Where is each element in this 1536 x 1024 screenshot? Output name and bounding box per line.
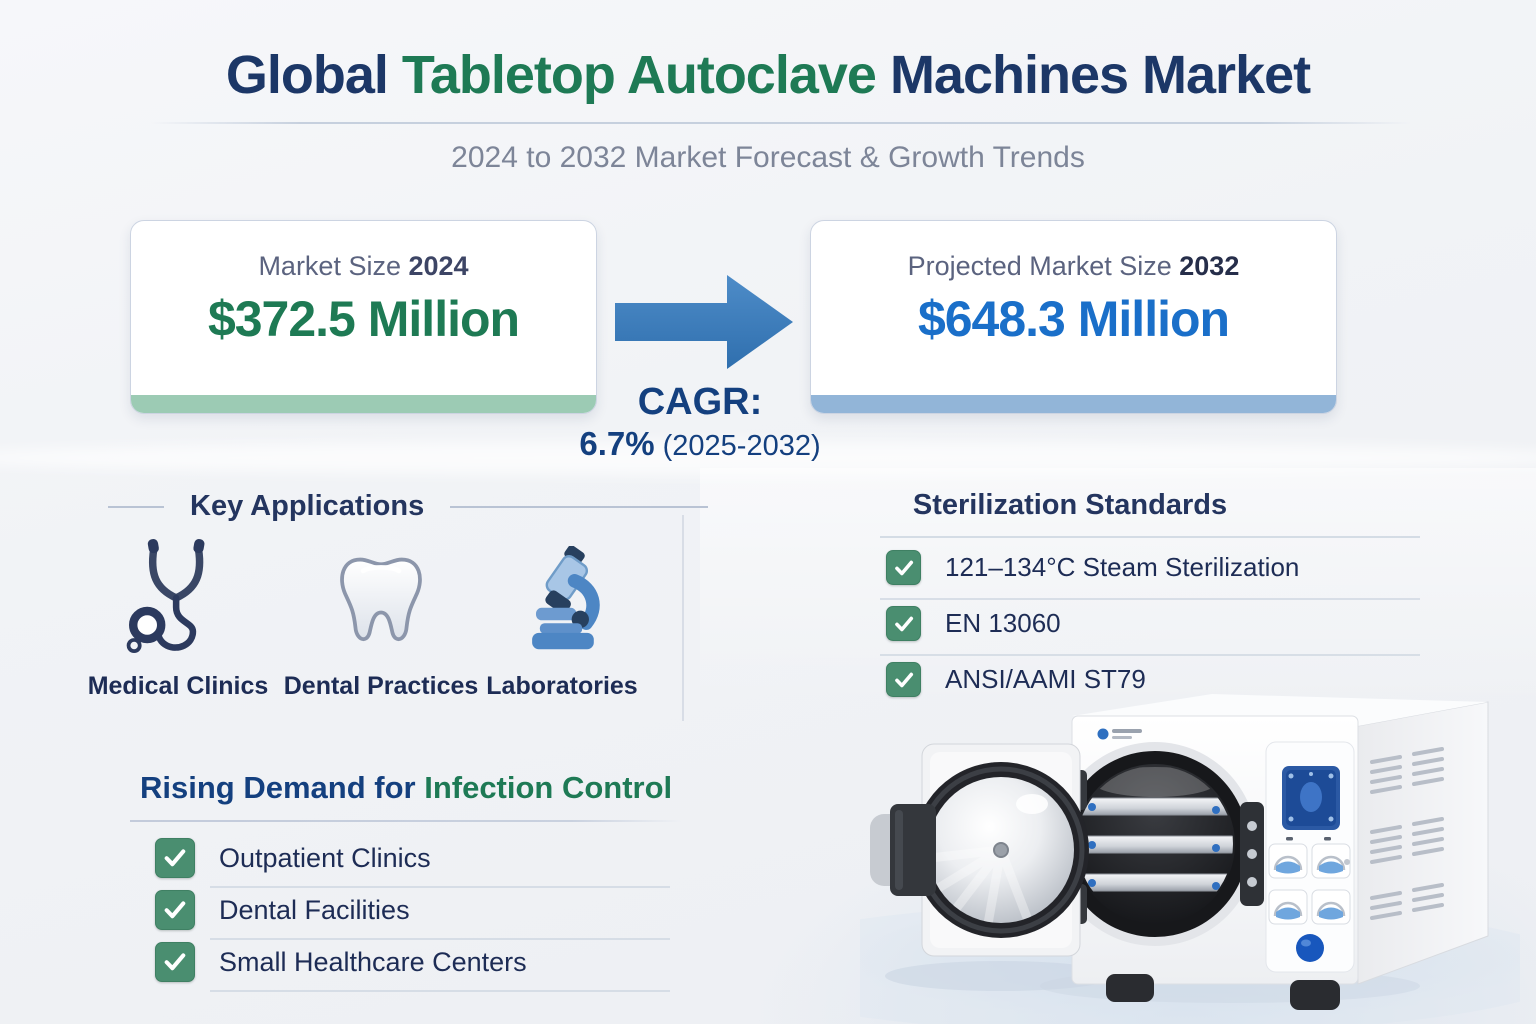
cagr-value: 6.7% (579, 425, 655, 462)
demand-label: Small Healthcare Centers (219, 946, 527, 977)
autoclave-machine-image (860, 694, 1520, 1024)
standard-label: ANSI/AAMI ST79 (945, 664, 1146, 694)
title-part-product: Tabletop Autoclave (401, 45, 890, 105)
heading-part-navy: Rising Demand for (140, 770, 425, 805)
market-size-2024-value: $372.5 Million (207, 291, 520, 347)
standard-label: EN 13060 (945, 608, 1061, 638)
key-applications-header: Key Applications (108, 490, 708, 523)
checkmark-icon (886, 550, 921, 585)
card-year: 2032 (1179, 251, 1240, 281)
divider (880, 598, 1420, 600)
divider (880, 536, 1420, 538)
infection-control-heading: Rising Demand for Infection Control (140, 770, 672, 806)
application-dental-practices: Dental Practices (283, 536, 479, 701)
sterilization-standards-heading: Sterilization Standards (912, 489, 1228, 521)
microscope-icon (509, 536, 615, 658)
application-label: Medical Clinics (87, 672, 269, 700)
key-applications-heading: Key Applications (190, 490, 425, 522)
cagr-detail: 6.7% (2025-2032) (550, 425, 850, 463)
divider (880, 654, 1420, 656)
standard-label: 121–134°C Steam Sterilization (945, 552, 1300, 582)
standard-item: EN 13060 (886, 606, 1061, 641)
demand-item: Small Healthcare Centers (155, 942, 527, 982)
market-size-2032-value: $648.3 Million (917, 291, 1230, 347)
stethoscope-icon (122, 536, 234, 658)
application-medical-clinics: Medical Clinics (83, 536, 273, 701)
divider (108, 505, 164, 508)
divider (210, 886, 670, 888)
title-part-global: Global (225, 45, 402, 105)
tooth-icon (329, 536, 433, 658)
standard-item: ANSI/AAMI ST79 (886, 662, 1146, 697)
demand-label: Dental Facilities (219, 894, 410, 925)
application-laboratories: Laboratories (467, 536, 657, 701)
divider (682, 515, 684, 721)
card-label-text: Projected Market Size (907, 251, 1180, 281)
card-year: 2024 (408, 251, 469, 281)
card-label-text: Market Size (258, 251, 409, 281)
divider (210, 938, 670, 940)
cagr-period: (2025-2032) (662, 430, 821, 462)
page-title: Global Tabletop Autoclave Machines Marke… (0, 44, 1536, 106)
application-label: Dental Practices (283, 672, 479, 700)
market-size-2024-card: Market Size 2024 $372.5 Million (130, 220, 597, 414)
card-label: Market Size 2024 (258, 251, 468, 282)
card-accent-strip (811, 395, 1336, 413)
market-size-2032-card: Projected Market Size 2032 $648.3 Millio… (810, 220, 1337, 414)
checkmark-icon (886, 662, 921, 697)
standard-item: 121–134°C Steam Sterilization (886, 550, 1299, 585)
cagr-block: CAGR: 6.7% (2025-2032) (550, 381, 850, 463)
cagr-label: CAGR: (637, 381, 763, 423)
divider (130, 820, 682, 822)
heading-part-green: Infection Control (424, 770, 673, 805)
demand-item: Dental Facilities (155, 890, 410, 930)
growth-arrow-icon (615, 275, 793, 369)
checkmark-icon (886, 606, 921, 641)
title-part-market: Machines Market (889, 45, 1311, 105)
demand-item: Outpatient Clinics (155, 838, 431, 878)
card-accent-strip (131, 395, 596, 413)
checkmark-icon (155, 890, 195, 930)
background-panel (700, 468, 1536, 708)
demand-label: Outpatient Clinics (219, 842, 431, 873)
card-label: Projected Market Size 2032 (908, 251, 1240, 282)
divider (150, 122, 1410, 124)
checkmark-icon (155, 942, 195, 982)
page-subtitle: 2024 to 2032 Market Forecast & Growth Tr… (451, 141, 1085, 174)
application-label: Laboratories (486, 672, 638, 700)
divider (210, 990, 670, 992)
checkmark-icon (155, 838, 195, 878)
divider (450, 505, 708, 508)
